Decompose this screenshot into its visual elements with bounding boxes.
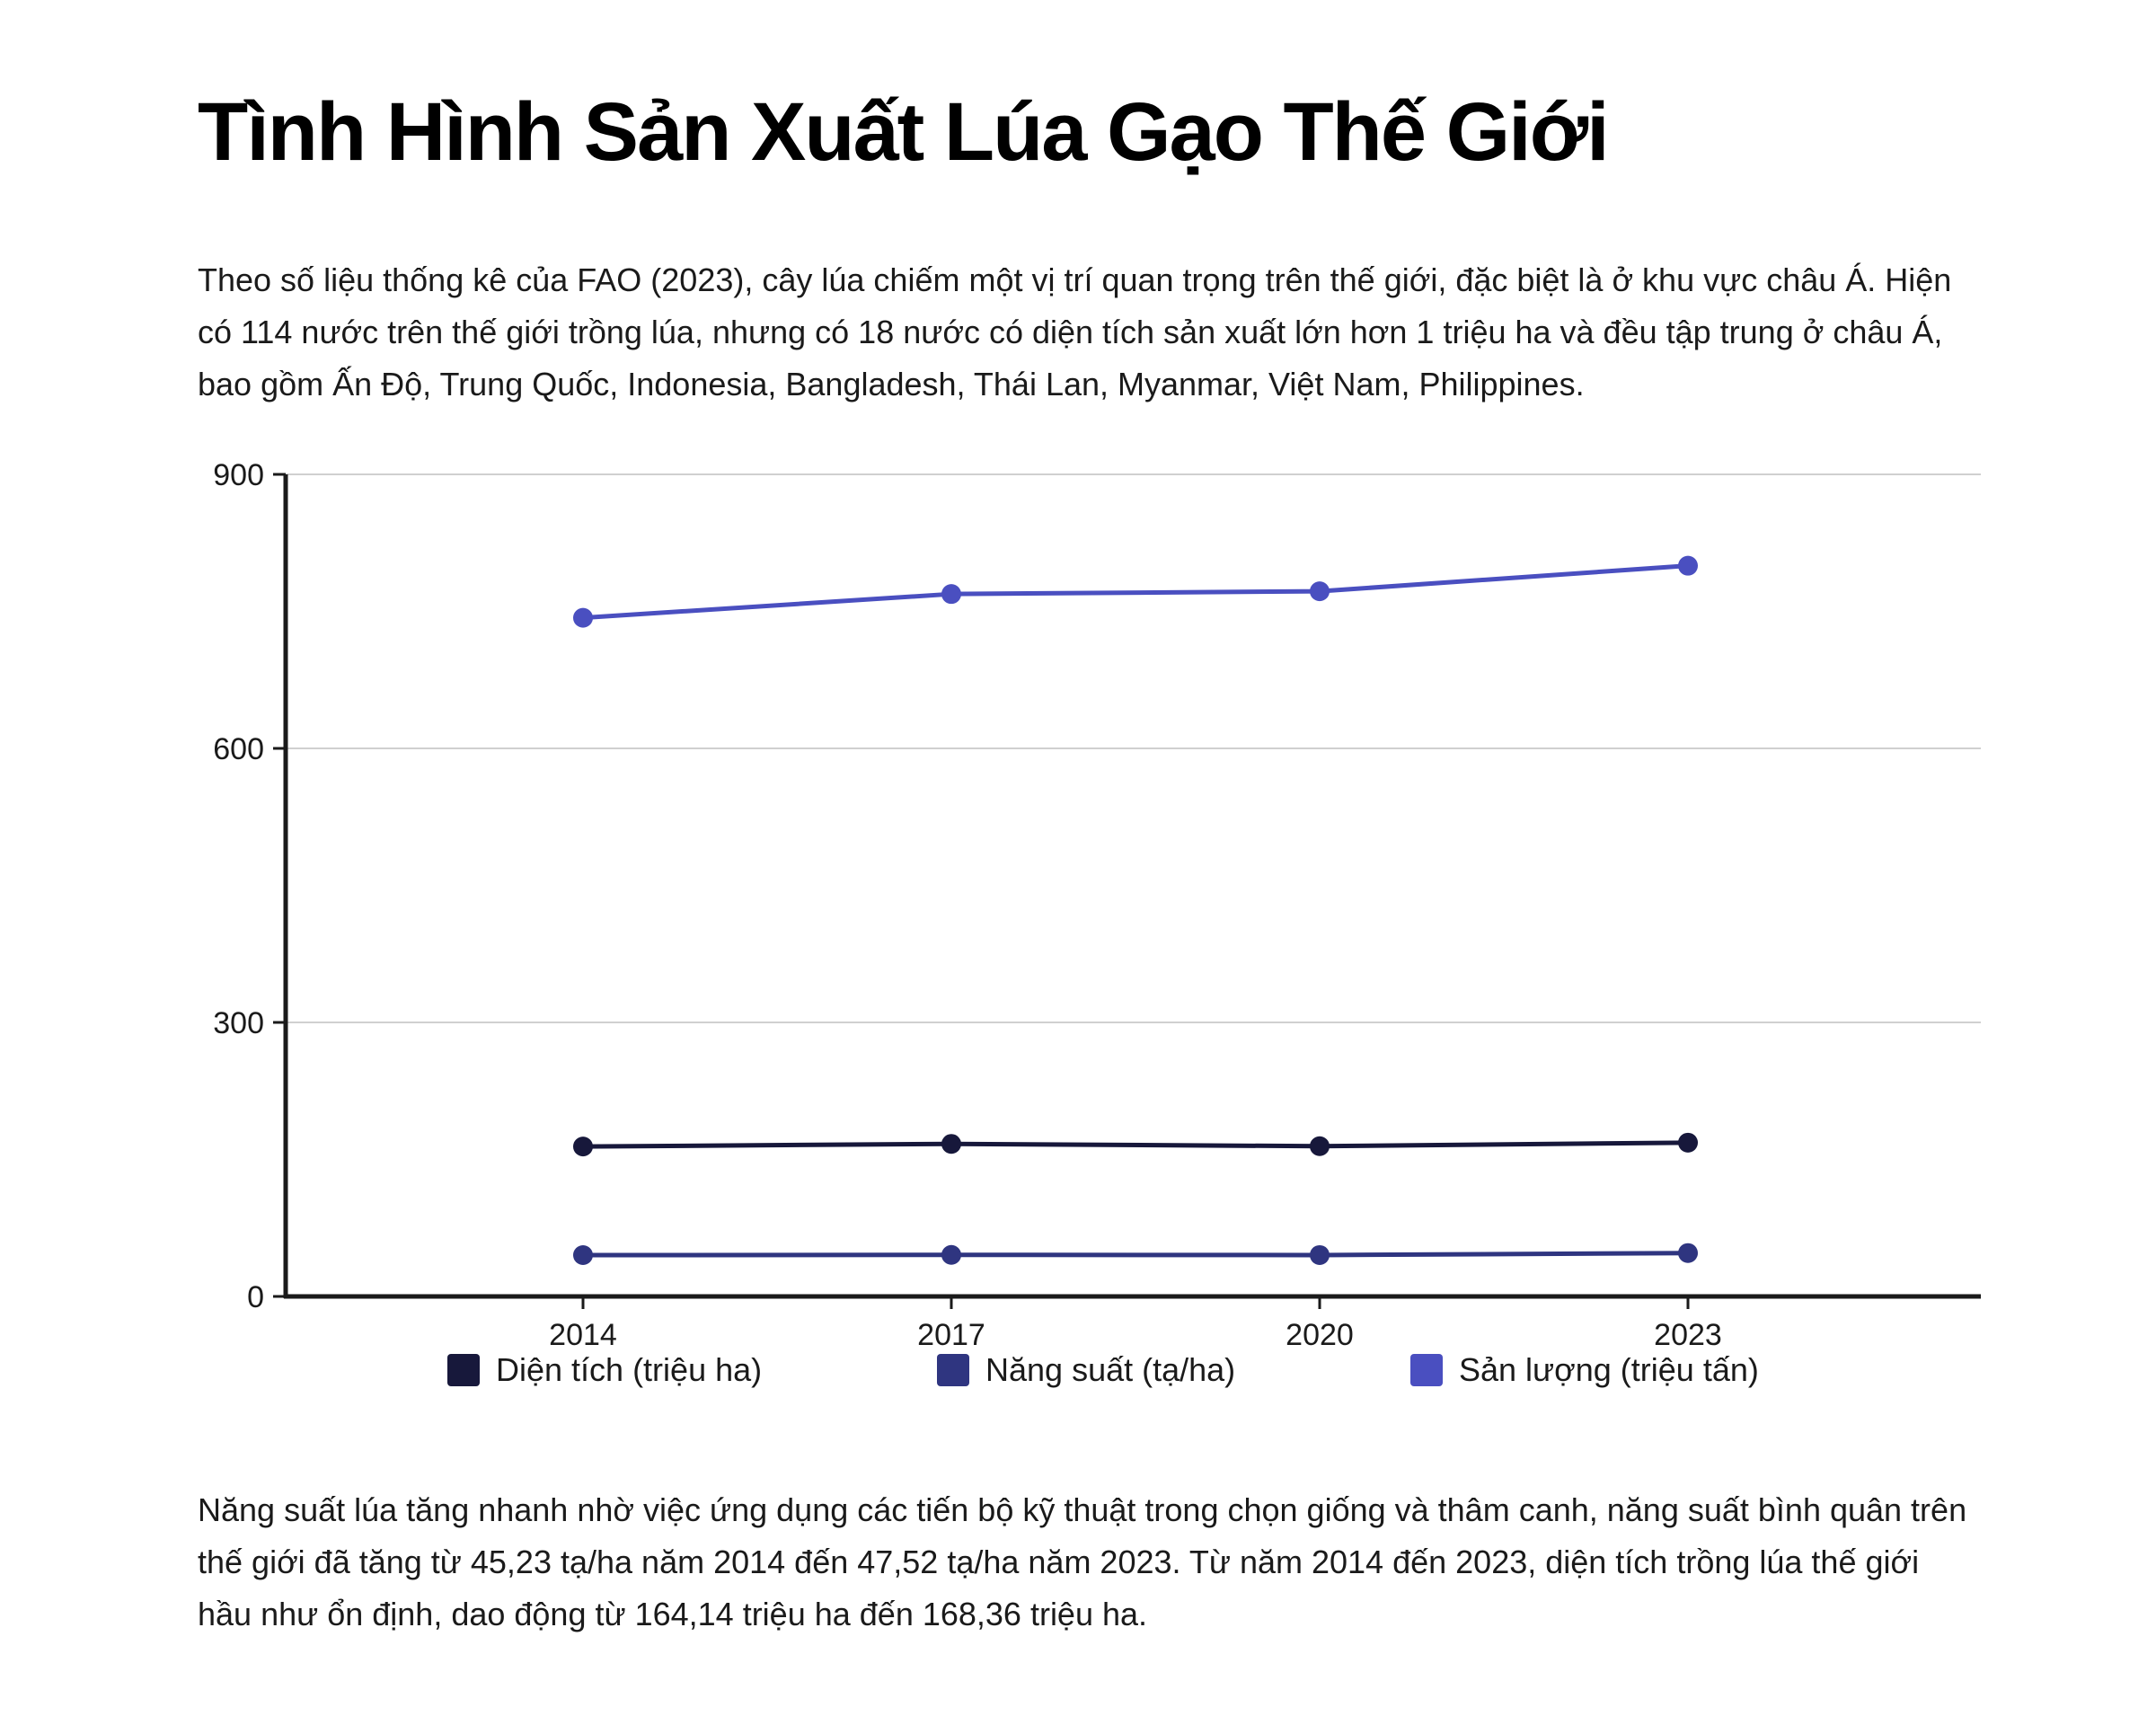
- chart-gridlines: [286, 473, 1981, 1023]
- data-point: [1310, 1244, 1330, 1265]
- data-point: [1310, 581, 1330, 602]
- y-tick-label: 900: [213, 458, 264, 492]
- series-line-1: [580, 1251, 1691, 1258]
- legend-swatch: [1410, 1354, 1443, 1386]
- data-point: [1678, 1132, 1698, 1153]
- legend-label: Sản lượng (triệu tấn): [1459, 1351, 1759, 1388]
- x-axis-ticks: 2014 2017 2020 2023: [549, 1296, 1722, 1352]
- page-title: Tình Hình Sản Xuất Lúa Gạo Thế Giới: [198, 86, 1610, 178]
- y-axis-ticks: 0 300 600 900: [213, 458, 286, 1314]
- line-chart: 0 300 600 900 2014 2017 2020 2023 Diện tích (t…: [213, 458, 1981, 1388]
- chart-series: [573, 555, 1698, 1266]
- data-point: [941, 1134, 961, 1154]
- data-point: [1678, 555, 1698, 576]
- data-point: [941, 584, 961, 605]
- x-tick-label: 2023: [1654, 1318, 1722, 1352]
- data-point: [573, 607, 593, 628]
- y-tick-label: 300: [213, 1006, 264, 1040]
- data-point: [1310, 1136, 1330, 1156]
- x-tick-label: 2017: [917, 1318, 985, 1352]
- chart-axes: [283, 474, 1981, 1299]
- legend-label: Diện tích (triệu ha): [496, 1351, 762, 1388]
- legend-label: Năng suất (tạ/ha): [985, 1351, 1235, 1388]
- y-tick-label: 600: [213, 732, 264, 766]
- x-tick-label: 2014: [549, 1318, 617, 1352]
- intro-paragraph: Theo số liệu thống kê của FAO (2023), câ…: [198, 261, 1952, 402]
- data-point: [573, 1137, 593, 1157]
- data-point: [1678, 1243, 1698, 1263]
- data-point: [941, 1244, 961, 1265]
- legend-swatch: [937, 1354, 969, 1386]
- y-tick-label: 0: [247, 1280, 264, 1314]
- series-line-0: [580, 1140, 1691, 1149]
- chart-legend: Diện tích (triệu ha) Năng suất (tạ/ha) Sản…: [447, 1351, 1759, 1388]
- legend-swatch: [447, 1354, 480, 1386]
- series-line-2: [580, 563, 1691, 621]
- x-tick-label: 2020: [1286, 1318, 1354, 1352]
- data-point: [573, 1245, 593, 1266]
- summary-paragraph: Năng suất lúa tăng nhanh nhờ việc ứng dụ…: [198, 1491, 1967, 1632]
